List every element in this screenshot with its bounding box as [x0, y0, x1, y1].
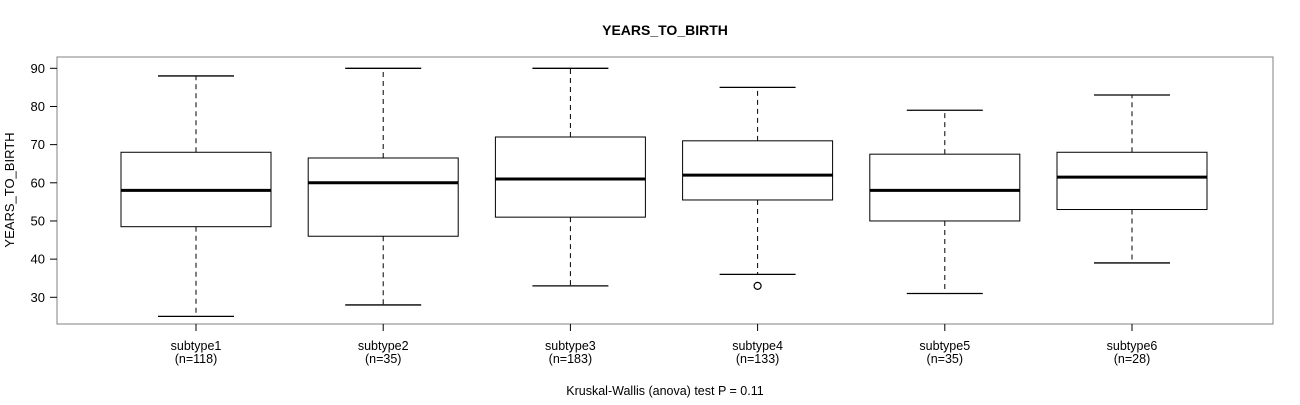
group-n-label: (n=133) [736, 352, 779, 366]
group-label: subtype3 [545, 339, 596, 353]
group-label: subtype2 [358, 339, 409, 353]
group-label: subtype4 [732, 339, 783, 353]
box [682, 140, 834, 201]
statistical-test-annotation: Kruskal-Wallis (anova) test P = 0.11 [566, 384, 763, 398]
y-tick-label: 30 [31, 290, 45, 305]
y-tick-label: 50 [31, 213, 45, 228]
group-n-label: (n=183) [549, 352, 592, 366]
group-label: subtype6 [1107, 339, 1158, 353]
y-tick-label: 80 [31, 99, 45, 114]
group-n-label: (n=28) [1114, 352, 1150, 366]
y-axis-label: YEARS_TO_BIRTH [2, 132, 17, 247]
y-tick-label: 40 [31, 252, 45, 267]
group-n-label: (n=35) [927, 352, 963, 366]
box [307, 157, 459, 237]
box [494, 136, 646, 218]
group-n-label: (n=35) [365, 352, 401, 366]
plot-area: 30405060708090subtype1(n=118)subtype2(n=… [31, 56, 1274, 366]
y-tick-label: 70 [31, 137, 45, 152]
group-label: subtype5 [919, 339, 970, 353]
box [1056, 151, 1208, 211]
y-tick-label: 60 [31, 175, 45, 190]
y-tick-label: 90 [31, 61, 45, 76]
outlier-point [753, 281, 762, 290]
group-n-label: (n=118) [175, 352, 218, 366]
box [869, 153, 1021, 222]
group-label: subtype1 [171, 339, 222, 353]
chart-title: YEARS_TO_BIRTH [602, 22, 728, 38]
